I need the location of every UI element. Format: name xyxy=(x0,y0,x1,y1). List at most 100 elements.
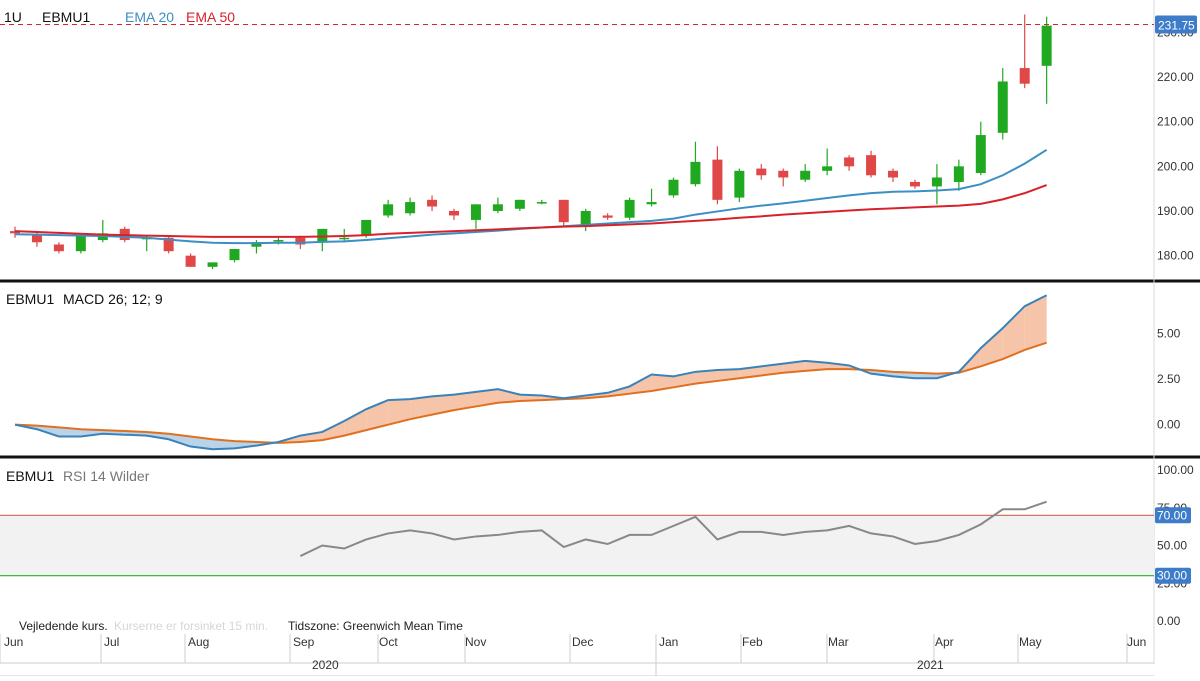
candle-down[interactable] xyxy=(449,211,459,216)
candle-up[interactable] xyxy=(514,199,525,209)
candle-up[interactable] xyxy=(646,202,657,205)
candle-down[interactable] xyxy=(844,157,855,167)
price-panel: 180.00190.00200.00210.00220.00230.00231.… xyxy=(0,14,1197,270)
ema50-legend[interactable]: EMA 50 xyxy=(186,9,235,25)
candle-up[interactable] xyxy=(931,177,942,187)
candle-up[interactable] xyxy=(207,262,218,267)
timeframe-label[interactable]: 1U xyxy=(4,9,22,25)
candle-up[interactable] xyxy=(668,179,679,196)
candle-down[interactable] xyxy=(185,255,196,267)
candle-up[interactable] xyxy=(273,240,284,242)
rsi-y-tick: 100.00 xyxy=(1157,463,1194,477)
candle-down[interactable] xyxy=(163,237,174,252)
price-y-tick: 200.00 xyxy=(1157,159,1194,173)
candle-up[interactable] xyxy=(251,242,262,247)
rsi-y-tick: 50.00 xyxy=(1157,539,1187,553)
candle-up[interactable] xyxy=(536,202,547,204)
candle-up[interactable] xyxy=(580,211,591,225)
candle-down[interactable] xyxy=(712,159,723,200)
price-y-tick: 190.00 xyxy=(1157,204,1194,218)
month-label: Nov xyxy=(465,635,486,649)
macd-symbol-label: EBMU1 xyxy=(6,291,54,307)
candle-up[interactable] xyxy=(624,199,635,218)
candle-down[interactable] xyxy=(295,237,306,245)
month-label: Mar xyxy=(828,635,849,649)
ema20-line[interactable] xyxy=(14,148,1048,245)
candle-down[interactable] xyxy=(888,170,898,178)
macd-histogram-fill xyxy=(234,441,257,449)
candle-down[interactable] xyxy=(53,244,64,252)
month-label: Apr xyxy=(935,635,954,649)
candle-up[interactable] xyxy=(492,204,503,211)
candle-up[interactable] xyxy=(997,81,1008,133)
candle-up[interactable] xyxy=(953,166,964,182)
candle-up[interactable] xyxy=(339,237,350,240)
rsi-line[interactable] xyxy=(299,500,1047,557)
macd-histogram-fill xyxy=(805,360,828,371)
candle-up[interactable] xyxy=(690,161,701,185)
candle-down[interactable] xyxy=(756,168,767,176)
candle-up[interactable] xyxy=(800,170,811,180)
candle-down[interactable] xyxy=(909,181,920,187)
macd-histogram-fill xyxy=(432,394,454,415)
candle-down[interactable] xyxy=(602,215,613,218)
candle-up[interactable] xyxy=(361,219,372,236)
candle-up[interactable] xyxy=(734,170,745,198)
candle-up[interactable] xyxy=(975,135,986,174)
footer-note: Vejledende kurs. xyxy=(19,619,108,633)
month-label: Jul xyxy=(104,635,119,649)
macd-histogram-fill xyxy=(322,421,345,441)
footer-delay-note: Kurserne er forsinket 15 min. xyxy=(114,619,268,633)
candle-down[interactable] xyxy=(558,199,569,223)
candle-down[interactable] xyxy=(778,170,789,178)
macd-histogram-fill xyxy=(980,328,1003,367)
macd-indicator-label[interactable]: MACD 26; 12; 9 xyxy=(63,291,163,307)
macd-signal-line[interactable] xyxy=(14,341,1047,444)
candle-up[interactable] xyxy=(1041,25,1052,66)
symbol-label[interactable]: EBMU1 xyxy=(42,9,90,25)
rsi-level-label: 30.00 xyxy=(1157,569,1187,583)
candle-down[interactable] xyxy=(427,199,438,207)
candle-up[interactable] xyxy=(470,204,481,220)
month-label: May xyxy=(1019,635,1042,649)
month-label: Jun xyxy=(1127,635,1146,649)
candle-down[interactable] xyxy=(10,231,20,234)
candle-up[interactable] xyxy=(822,166,833,171)
price-y-tick: 210.00 xyxy=(1157,115,1194,129)
rsi-level-badge xyxy=(1155,567,1191,584)
macd-y-tick: 0.00 xyxy=(1157,418,1181,432)
candle-down[interactable] xyxy=(31,234,42,243)
macd-histogram-fill xyxy=(651,374,674,391)
macd-histogram-fill xyxy=(695,370,718,384)
candle-up[interactable] xyxy=(383,204,394,216)
month-label: Oct xyxy=(379,635,398,649)
last-price-badge xyxy=(1155,15,1197,34)
ema20-legend[interactable]: EMA 20 xyxy=(125,9,174,25)
macd-histogram-fill xyxy=(1024,295,1047,350)
last-price-label: 231.75 xyxy=(1158,19,1195,33)
month-label: Feb xyxy=(742,635,763,649)
rsi-indicator-label[interactable]: RSI 14 Wilder xyxy=(63,468,150,484)
month-label: Jan xyxy=(659,635,678,649)
candle-up[interactable] xyxy=(229,248,240,261)
macd-histogram-fill xyxy=(629,374,652,394)
rsi-band xyxy=(0,515,1154,576)
macd-histogram-fill xyxy=(410,396,433,420)
candle-down[interactable] xyxy=(1019,68,1030,84)
macd-line[interactable] xyxy=(14,294,1048,451)
macd-y-tick: 2.50 xyxy=(1157,372,1181,386)
month-label: Sep xyxy=(293,635,315,649)
macd-histogram-fill xyxy=(475,389,498,407)
candle-down[interactable] xyxy=(866,155,877,176)
rsi-symbol-label: EBMU1 xyxy=(6,468,54,484)
candle-up[interactable] xyxy=(405,202,416,214)
ema50-line[interactable] xyxy=(14,184,1047,238)
rsi-level-badge xyxy=(1155,507,1191,524)
candle-up[interactable] xyxy=(75,235,86,252)
macd-histogram-fill xyxy=(80,429,103,437)
year-label: 2021 xyxy=(917,658,944,672)
macd-histogram-fill xyxy=(1002,306,1025,360)
